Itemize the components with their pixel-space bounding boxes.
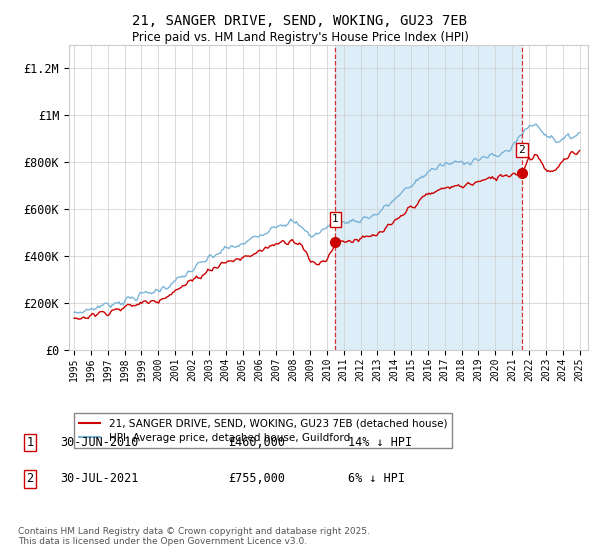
Text: 21, SANGER DRIVE, SEND, WOKING, GU23 7EB: 21, SANGER DRIVE, SEND, WOKING, GU23 7EB <box>133 14 467 28</box>
Text: Price paid vs. HM Land Registry's House Price Index (HPI): Price paid vs. HM Land Registry's House … <box>131 31 469 44</box>
Text: 30-JUN-2010: 30-JUN-2010 <box>60 436 139 449</box>
Text: Contains HM Land Registry data © Crown copyright and database right 2025.
This d: Contains HM Land Registry data © Crown c… <box>18 526 370 546</box>
Text: 2: 2 <box>26 472 34 486</box>
Text: 1: 1 <box>26 436 34 449</box>
Text: £755,000: £755,000 <box>228 472 285 486</box>
Text: £460,000: £460,000 <box>228 436 285 449</box>
Legend: 21, SANGER DRIVE, SEND, WOKING, GU23 7EB (detached house), HPI: Average price, d: 21, SANGER DRIVE, SEND, WOKING, GU23 7EB… <box>74 413 452 448</box>
Text: 30-JUL-2021: 30-JUL-2021 <box>60 472 139 486</box>
Text: 14% ↓ HPI: 14% ↓ HPI <box>348 436 412 449</box>
Bar <box>335 45 522 350</box>
Text: 1: 1 <box>332 214 338 225</box>
Text: 6% ↓ HPI: 6% ↓ HPI <box>348 472 405 486</box>
Text: 2: 2 <box>518 145 526 155</box>
